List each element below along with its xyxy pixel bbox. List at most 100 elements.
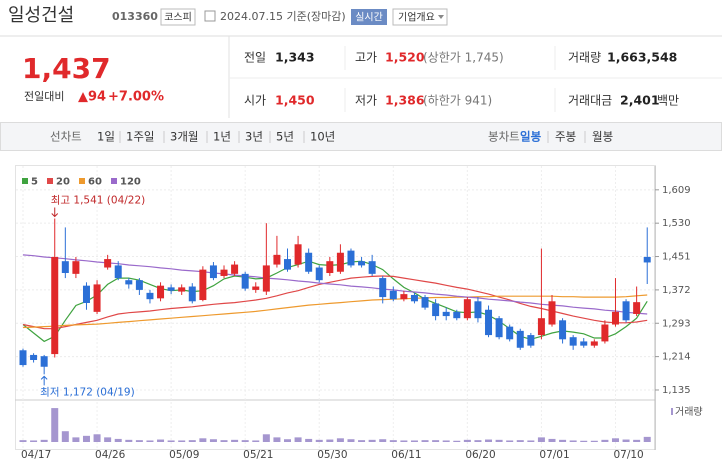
volume-bar <box>51 408 59 442</box>
stat-label: 거래대금 <box>568 94 612 108</box>
candle-body <box>72 261 80 274</box>
candle-body <box>347 250 355 266</box>
period-button[interactable]: 1주일 <box>126 130 154 144</box>
volume-bar <box>527 440 535 442</box>
volume-bar <box>537 437 545 442</box>
volume-bar <box>421 440 429 442</box>
legend-swatch <box>47 178 53 184</box>
company-box[interactable] <box>392 8 448 26</box>
candle-body <box>104 259 112 268</box>
candle-body <box>93 284 101 312</box>
candle-body <box>326 261 334 274</box>
stat-label: 거래량 <box>568 51 601 65</box>
company[interactable]: 기업개요 <box>398 11 435 24</box>
volume-bar <box>157 439 165 442</box>
period-button[interactable]: 1일 <box>97 130 115 144</box>
candle-body <box>537 318 545 336</box>
legend-label: 60 <box>88 177 102 188</box>
candle-body <box>590 341 598 346</box>
volume-bar <box>273 437 281 442</box>
volume-bar <box>336 438 344 442</box>
volume-bar <box>495 439 503 442</box>
x-tick-label: 07/01 <box>539 449 569 461</box>
candle-body <box>199 269 207 301</box>
candle-chart-label: 봉차트 <box>488 130 520 144</box>
annotation: 최저 1,172 (04/19) <box>40 386 135 398</box>
legend-swatch <box>79 178 85 184</box>
annotation-arrow <box>51 207 59 218</box>
legend-swatch <box>111 178 117 184</box>
candle-body <box>400 294 408 300</box>
realtime-box[interactable] <box>351 9 387 25</box>
candle-period-button[interactable]: 월봉 <box>592 130 613 144</box>
volume-bar <box>611 438 619 442</box>
volume-bar <box>178 440 186 442</box>
volume-bar <box>294 437 302 442</box>
change: ▲94 <box>78 90 106 105</box>
volume-bar <box>284 439 291 442</box>
toolbar <box>0 122 722 151</box>
x-tick-label: 04/26 <box>95 449 126 461</box>
candle-body <box>61 261 69 274</box>
candle-body <box>559 320 567 340</box>
candle-body <box>209 265 217 279</box>
chart-frame <box>15 165 656 450</box>
period-button[interactable]: 10년 <box>310 130 335 144</box>
candle-body <box>633 302 641 314</box>
volume-bar <box>252 440 260 442</box>
candle-body <box>410 294 418 302</box>
candle-body <box>241 273 249 289</box>
stat-label: 고가 <box>355 51 377 65</box>
candle-body <box>30 354 38 360</box>
stat-label: 시가 <box>244 94 266 108</box>
volume-bar <box>315 439 323 442</box>
candle-body <box>273 254 281 265</box>
candle-body <box>643 256 651 263</box>
volume-bar <box>199 438 207 442</box>
volume-bar <box>410 440 418 442</box>
volume-bar <box>82 435 90 442</box>
volume-bar <box>104 437 112 442</box>
period-button[interactable]: 5년 <box>276 130 294 144</box>
period-button[interactable]: 3년 <box>245 130 263 144</box>
x-tick-label: 05/30 <box>317 449 347 461</box>
candle-body <box>622 301 630 321</box>
candle-body <box>389 290 397 300</box>
y-tick-label: 1,293 <box>662 318 691 329</box>
candle-body <box>442 311 450 317</box>
candle-body <box>358 261 366 266</box>
x-tick-label: 05/09 <box>169 449 199 461</box>
candle-period-button[interactable]: 주봉 <box>555 130 576 144</box>
current-price: 1,437 <box>22 52 111 85</box>
volume-bar <box>485 439 493 442</box>
volume-bar <box>559 439 567 442</box>
stat-label: 전일 <box>244 51 266 65</box>
volume-bar <box>548 438 556 442</box>
volume-bar <box>114 438 122 442</box>
candle-body <box>178 287 186 292</box>
calendar-icon <box>204 10 216 22</box>
volume-bar <box>220 440 228 442</box>
volume-bar <box>262 434 270 442</box>
volume-legend: 거래량 <box>675 406 703 418</box>
stat-unit: 백만 <box>657 94 679 108</box>
candle-body <box>51 256 59 355</box>
period-button[interactable]: 1년 <box>213 130 231 144</box>
candle-period-button[interactable]: 일봉 <box>520 130 542 144</box>
market-badge-box <box>160 8 196 26</box>
dropdown-arrow <box>438 15 444 19</box>
volume-bar <box>30 440 38 442</box>
candle-body <box>379 278 387 298</box>
candle-body <box>146 292 154 300</box>
y-tick-label: 1,530 <box>662 218 691 229</box>
realtime[interactable]: 실시간 <box>355 12 383 24</box>
volume-bar <box>347 439 355 442</box>
volume-bar <box>368 439 376 442</box>
volume-bar <box>442 440 450 442</box>
volume-bar <box>389 440 397 442</box>
candle-body <box>305 252 313 272</box>
stat-value: 2,401 <box>620 93 660 108</box>
period-button[interactable]: 3개월 <box>170 130 198 144</box>
volume-bar <box>516 440 524 442</box>
